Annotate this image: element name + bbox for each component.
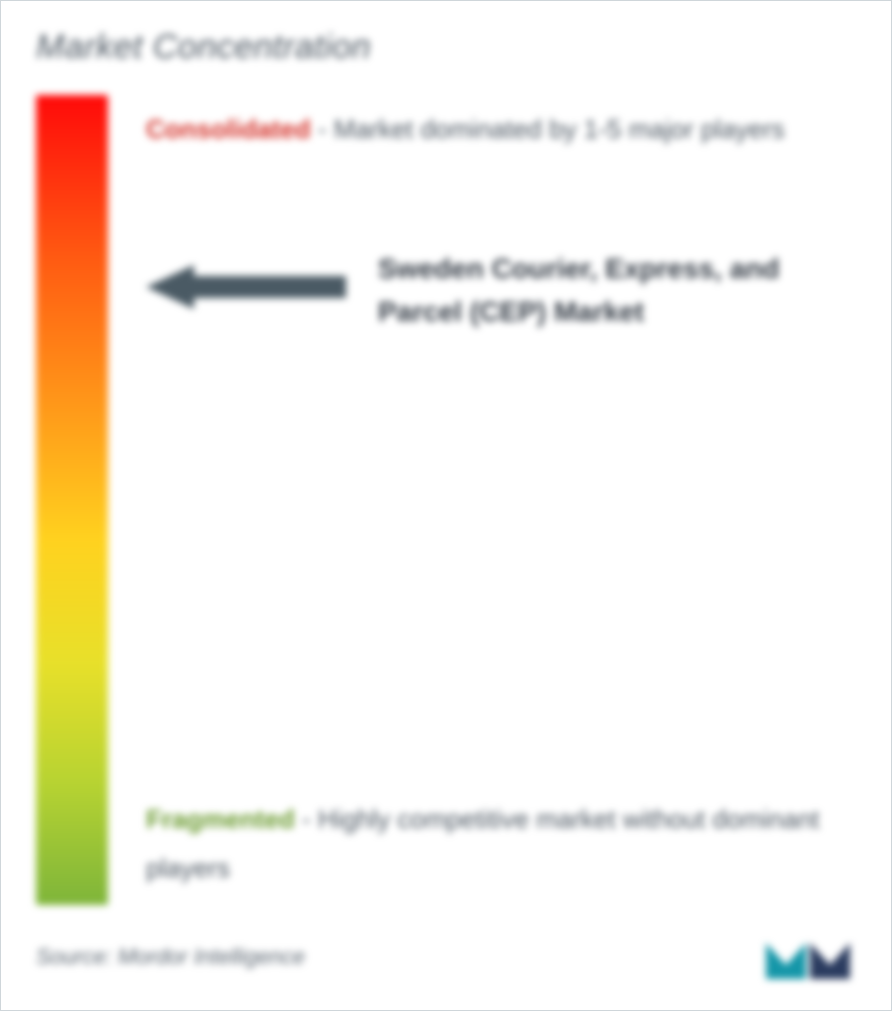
right-content: Consolidated - Market dominated by 1-5 m…	[108, 95, 856, 915]
infographic-container: Market Concentration Consolidated - Mark…	[0, 0, 892, 1011]
fragmented-label: Fragmented	[146, 804, 295, 834]
content: Consolidated - Market dominated by 1-5 m…	[36, 95, 856, 915]
page-title: Market Concentration	[36, 28, 856, 67]
market-label: Sweden Courier, Express, and Parcel (CEP…	[366, 247, 826, 334]
footer: Source: Mordor Intelligence	[36, 929, 856, 985]
concentration-gradient-bar	[36, 95, 108, 905]
consolidated-label: Consolidated	[146, 114, 311, 144]
arrow-wrap	[146, 247, 366, 309]
brand-logo-icon	[760, 929, 856, 985]
consolidated-description: - Market dominated by 1-5 major players	[318, 114, 785, 144]
source-text: Source: Mordor Intelligence	[36, 944, 305, 970]
market-indicator: Sweden Courier, Express, and Parcel (CEP…	[146, 247, 826, 334]
left-arrow-icon	[146, 265, 346, 309]
consolidated-text: Consolidated - Market dominated by 1-5 m…	[146, 105, 856, 154]
fragmented-text: Fragmented - Highly competitive market w…	[146, 795, 856, 894]
